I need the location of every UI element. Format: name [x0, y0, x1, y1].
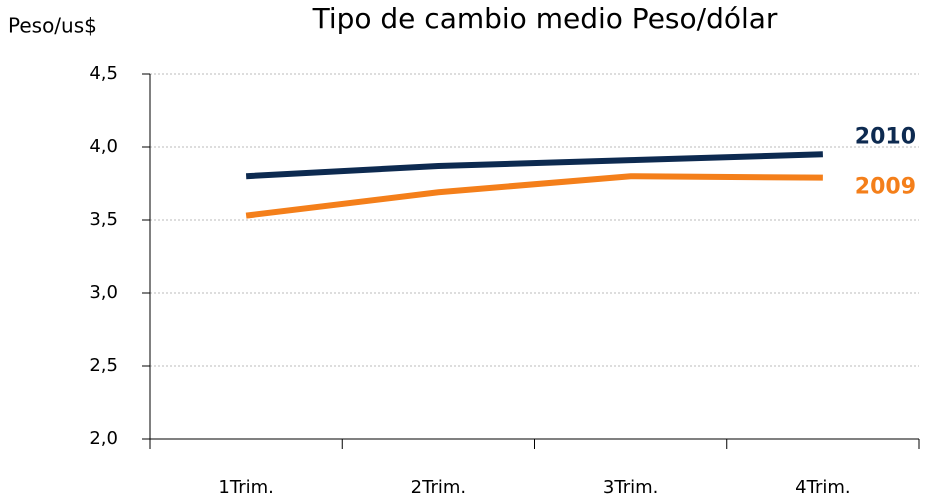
y-tick-label: 4,5	[89, 63, 118, 84]
series-label: 2009	[855, 175, 916, 200]
x-tick-label: 4Trim.	[795, 477, 850, 498]
y-tick-label: 4,0	[89, 136, 118, 157]
y-tick-label: 2,5	[89, 355, 118, 376]
series-label: 2010	[855, 124, 916, 149]
y-tick-label: 3,0	[89, 282, 118, 303]
chart-title: Tipo de cambio medio Peso/dólar	[312, 2, 778, 35]
x-tick-label: 2Trim.	[411, 477, 466, 498]
x-tick-label: 1Trim.	[218, 477, 273, 498]
series-line	[245, 151, 823, 180]
series-line	[245, 173, 823, 219]
y-axis-label: Peso/us$	[8, 14, 97, 38]
y-tick-label: 3,5	[89, 209, 118, 230]
y-tick-label: 2,0	[89, 428, 118, 449]
x-tick-label: 3Trim.	[603, 477, 658, 498]
